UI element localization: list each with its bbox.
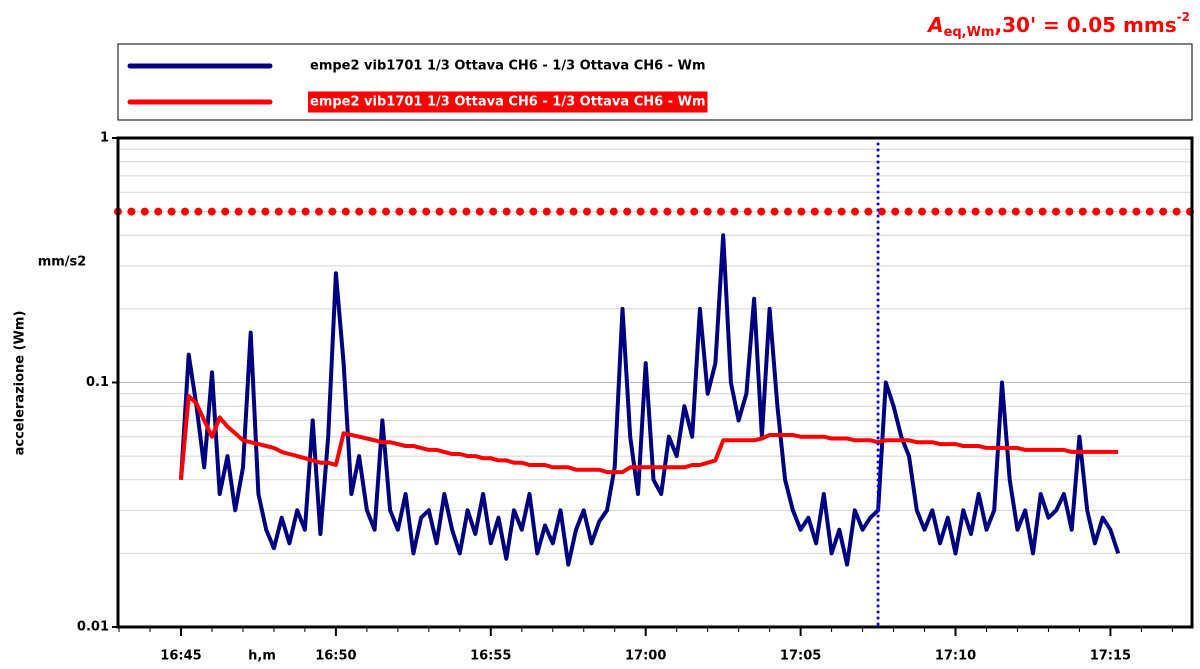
annotation: Aeq,Wm,30' = 0.05 mms-2 xyxy=(926,10,1190,40)
x-tick-label: 17:15 xyxy=(1090,649,1131,664)
x-tick-label: 17:00 xyxy=(625,649,666,664)
x-tick-label: 16:50 xyxy=(315,649,356,664)
x-tick-label: 17:05 xyxy=(780,649,821,664)
y-unit: mm/s2 xyxy=(38,255,87,270)
y-tick-label: 0.01 xyxy=(77,620,109,635)
legend-label: empe2 vib1701 1/3 Ottava CH6 - 1/3 Ottav… xyxy=(310,59,706,74)
x-axis-label: h,m xyxy=(248,649,276,664)
legend-label: empe2 vib1701 1/3 Ottava CH6 - 1/3 Ottav… xyxy=(310,95,706,110)
annotation-text: ,30' = 0.05 mms xyxy=(995,13,1177,37)
y-tick-label: 0.1 xyxy=(86,375,109,390)
legend-highlight xyxy=(308,91,708,113)
y-axis-label: accelerazione (Wm) xyxy=(13,311,28,456)
plot-frame xyxy=(116,136,1194,629)
x-tick-label: 17:10 xyxy=(935,649,976,664)
y-tick-label: 1 xyxy=(100,131,109,146)
series-line xyxy=(179,394,1119,480)
annotation-superscript: -2 xyxy=(1177,10,1190,24)
series-line xyxy=(179,233,1121,567)
x-tick-label: 16:55 xyxy=(470,649,511,664)
x-tick-label: 16:45 xyxy=(160,649,201,664)
annotation-symbol: A xyxy=(926,13,943,37)
annotation-subscript: eq,Wm xyxy=(944,25,995,40)
